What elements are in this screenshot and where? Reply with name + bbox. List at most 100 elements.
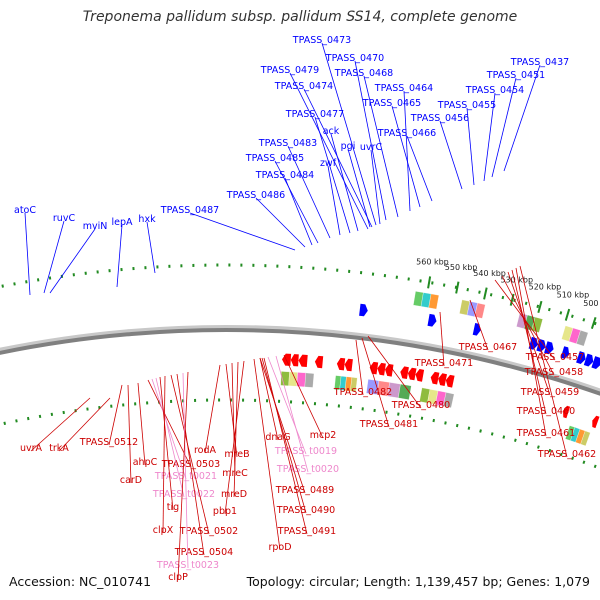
genome-info-label: Topology: circular; Length: 1,139,457 bp… [246,574,590,589]
bottom-gene-label: clpP [168,572,188,583]
top-gene-label: atoC [14,205,36,216]
top-gene-label-leader [403,90,411,212]
bottom-gene-label-leader [177,371,189,581]
bottom-gene-label: TPASS_0504 [174,547,233,558]
bottom-gene-label: carD [120,475,142,486]
scale-label: 510 kbp [557,291,590,300]
top-gene-label: TPASS_0479 [260,65,319,76]
cog-color-block [531,316,543,333]
bottom-gene-label: TPASS_t0022 [152,489,215,500]
scale-label: 560 kbp [416,258,449,267]
bottom-gene-label: TPASS_0462 [537,449,596,460]
top-gene-label-leader [303,88,373,228]
top-gene-label-leader [370,149,381,225]
top-gene-label-leader [116,224,123,288]
scale-label: 500 kbp [583,299,600,308]
reverse-gene-arrow [385,364,394,377]
bottom-gene-label-leader [159,376,174,511]
bottom-gene-label-leader [170,374,210,535]
bottom-gene-label-leader [224,360,245,515]
top-gene-label-leader [363,75,399,218]
top-gene-label: hxk [138,214,156,225]
bottom-gene-label-leader [507,271,551,396]
bottom-gene-label: TPASS_0482 [333,387,392,398]
top-gene-label: TPASS_0483 [258,138,317,149]
reverse-gene-arrow [377,362,386,376]
bottom-gene-label: uvrA [20,443,43,454]
bottom-gene-label: TPASS_0459 [520,387,579,398]
bottom-gene-label: rpoD [268,542,291,553]
top-gene-label: TPASS_0456 [410,113,469,124]
bottom-gene-label-leader [501,275,555,376]
bottom-gene-label: mreD [221,489,247,500]
top-gene-label-leader [406,135,433,202]
bottom-gene-label: ahpC [133,457,158,468]
top-gene-label: uvrC [360,142,383,153]
bottom-gene-label: TPASS_0467 [458,342,517,353]
top-gene-label-leader [491,77,517,178]
bottom-gene-label: TPASS_0457 [525,352,584,363]
bottom-gene-label: trkA [49,443,69,454]
bottom-gene-label-leader [151,378,187,480]
top-gene-label-leader [321,42,377,226]
cog-color-block [580,430,591,447]
top-gene-label-leader [354,60,387,221]
top-gene-label-leader [503,64,541,172]
bottom-gene-label-leader [263,357,308,535]
scale-tick [590,316,597,330]
forward-gene-arrow [472,323,481,336]
bottom-gene-label-leader [155,377,185,498]
reverse-tick-track [0,398,600,470]
forward-gene-arrow [427,313,437,327]
bottom-gene-label-leader [439,311,445,367]
bottom-gene-label: TPASS_0491 [277,526,336,537]
forward-gene-arrow [591,356,600,369]
cog-color-block [576,330,589,347]
reverse-gene-arrow [592,415,600,429]
bottom-gene-label-leader [261,357,307,514]
top-gene-label: TPASS_0484 [255,170,314,181]
reverse-gene-arrow [407,367,417,381]
top-gene-label: ack [323,126,340,137]
bottom-gene-label-leader [355,339,364,396]
bottom-gene-label: TPASS_0490 [276,505,335,516]
bottom-gene-label-leader [469,299,489,351]
bottom-gene-label-leader [515,267,547,437]
scale-tick [509,293,515,306]
bottom-gene-label: TPASS_t0020 [276,464,339,475]
top-gene-label: TPASS_0466 [377,128,436,139]
bottom-gene-label: TPASS_0512 [79,437,138,448]
map-title: Treponema pallidum subsp. pallidum SS14,… [82,9,518,25]
accession-label: Accession: NC_010741 [9,574,152,589]
top-gene-label-leader [43,220,65,294]
forward-gene-arrow [544,341,554,355]
cog-color-block [428,293,440,310]
top-gene-label-leader [274,160,319,244]
top-gene-label: TPASS_0455 [437,100,496,111]
reverse-gene-arrow [290,354,299,367]
bottom-gene-label-leader [231,362,236,477]
top-gene-label: TPASS_0464 [374,83,433,94]
top-gene-label: TPASS_0486 [226,190,285,201]
top-gene-label-leader [327,165,341,236]
scale-label: 550 kbp [445,263,478,272]
reverse-gene-arrow [563,405,571,419]
bottom-gene-label-leader [267,356,307,455]
bottom-gene-label: tig [167,502,179,513]
bottom-gene-label-leader [367,335,422,409]
bottom-gene-label-leader [283,354,324,439]
bottom-gene-label: mreB [224,449,249,460]
reverse-gene-arrow [400,366,409,379]
forward-gene-arrow [583,353,594,367]
top-gene-label-leader [314,116,351,234]
reverse-gene-arrow [445,374,455,388]
bottom-gene-label: TPASS_t0023 [156,560,219,571]
top-gene-label: TPASS_0473 [292,35,351,46]
cog-color-block [350,377,358,392]
top-gene-label: pgi [341,141,356,152]
scale-tick [483,287,488,300]
top-gene-label-leader [24,212,31,296]
bottom-gene-label-leader [275,355,309,473]
